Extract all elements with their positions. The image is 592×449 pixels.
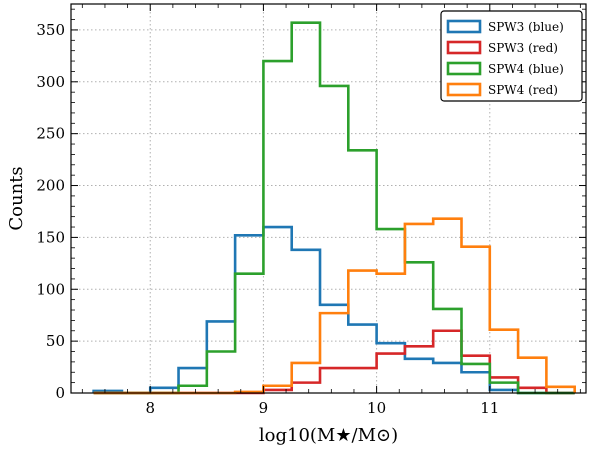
legend: SPW3 (blue) SPW3 (red) SPW4 (blue) SPW4 (re… bbox=[440, 10, 583, 102]
axes: 8 9 10 11 0 50 100 150 200 250 300 350 bbox=[36, 3, 587, 417]
x-tick-label: 11 bbox=[480, 399, 499, 417]
y-tick-label: 50 bbox=[46, 332, 65, 350]
series-0-step-line bbox=[92, 225, 575, 395]
x-tick-label: 9 bbox=[259, 399, 269, 417]
y-tick-label: 300 bbox=[36, 73, 65, 91]
y-tick-label: 150 bbox=[36, 228, 65, 246]
y-tick-label: 200 bbox=[36, 177, 65, 195]
y-tick-label: 350 bbox=[36, 21, 65, 39]
y-tick-label: 250 bbox=[36, 125, 65, 143]
y-axis-label: Counts bbox=[6, 166, 27, 230]
y-tick-label: 100 bbox=[36, 280, 65, 298]
series-2-step-line bbox=[93, 21, 575, 395]
legend-swatch-3 bbox=[446, 82, 482, 97]
legend-swatch-2 bbox=[446, 61, 482, 76]
legend-swatch-0 bbox=[446, 19, 482, 34]
x-tick-label: 8 bbox=[145, 399, 155, 417]
legend-label-0: SPW3 (blue) bbox=[488, 20, 564, 34]
plot-frame bbox=[70, 3, 587, 394]
legend-swatch-1 bbox=[446, 40, 482, 55]
legend-label-1: SPW3 (red) bbox=[488, 41, 558, 55]
x-axis-label: log10(M★/M⊙) bbox=[259, 425, 398, 446]
x-tick-label: 10 bbox=[367, 399, 386, 417]
y-tick-label: 0 bbox=[55, 384, 65, 402]
legend-label-2: SPW4 (blue) bbox=[488, 62, 564, 76]
legend-label-3: SPW4 (red) bbox=[488, 83, 558, 97]
legend-box bbox=[440, 10, 583, 102]
